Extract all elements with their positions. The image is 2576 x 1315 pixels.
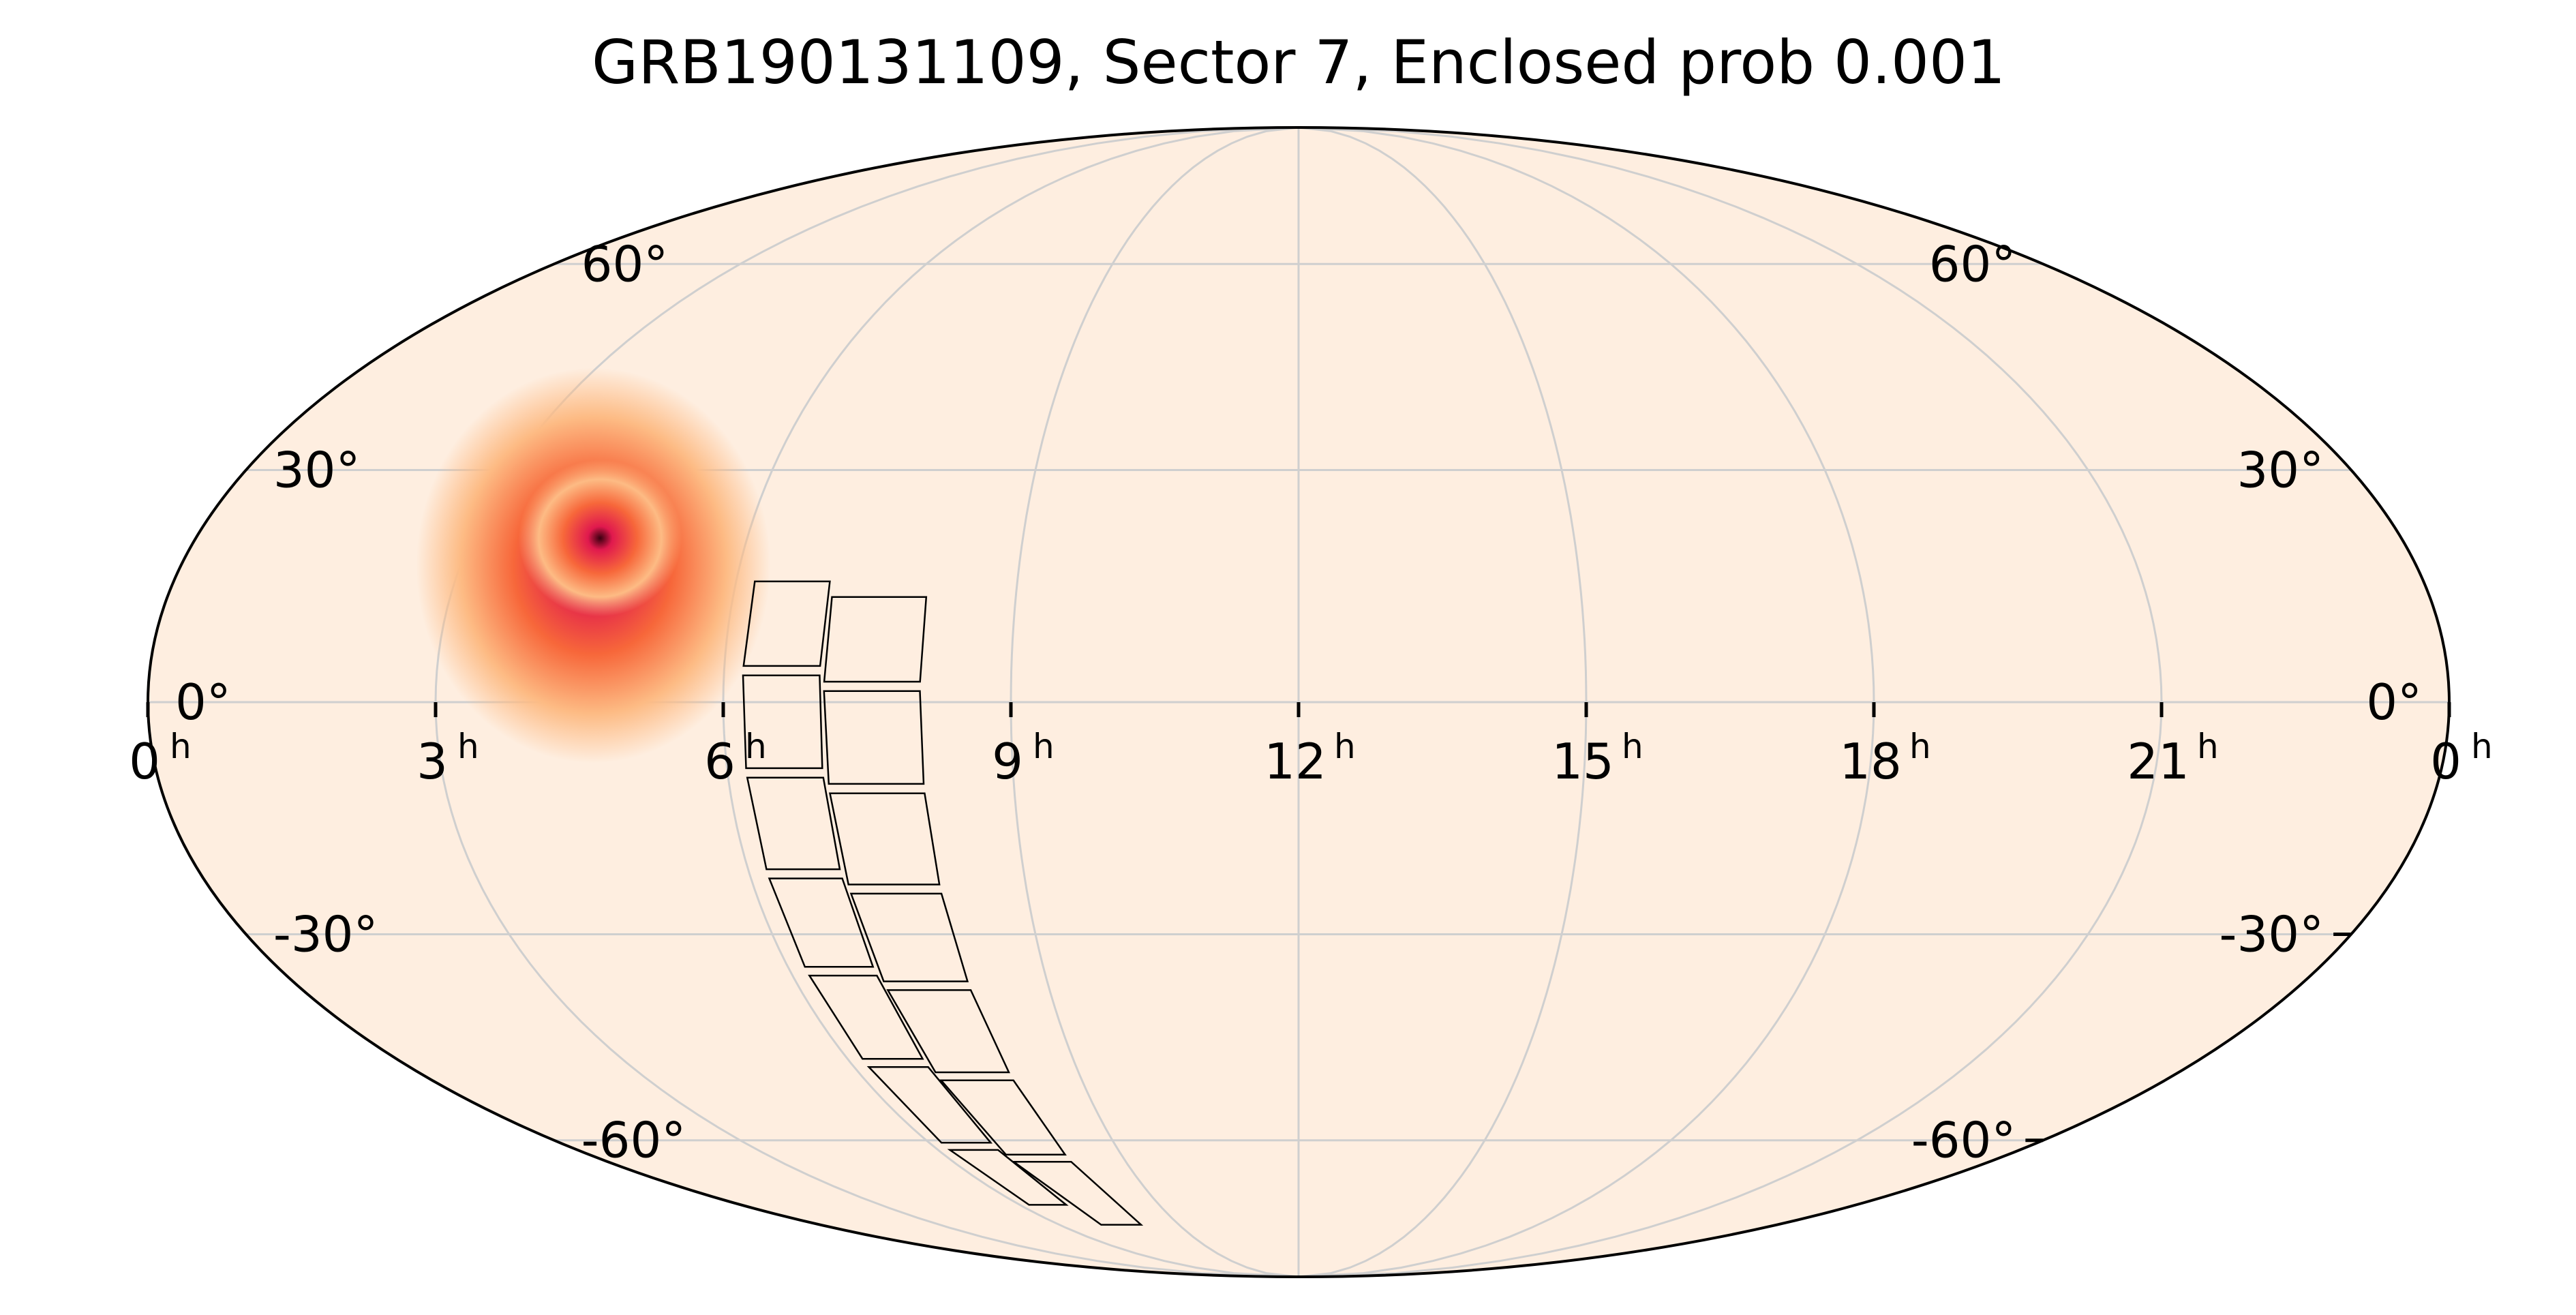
ra-hour-superscript: h	[1622, 727, 1643, 766]
dec-tick-label-left: 0°	[2366, 674, 2422, 731]
ccd-outline	[746, 776, 841, 871]
ra-hour-superscript: h	[170, 727, 192, 766]
dec-tick-label-left: -60°	[1911, 1112, 2016, 1169]
ccd-outline	[742, 674, 823, 770]
ra-hour-superscript: h	[1334, 727, 1356, 766]
ccd-outline	[808, 974, 924, 1060]
ra-tick-label: 12	[1264, 733, 1327, 790]
dec-tick-label-right: 30°	[273, 441, 361, 498]
ccd-outline	[947, 1149, 1069, 1206]
ccd-outline	[742, 580, 831, 667]
dec-tick-label-left: 60°	[1929, 235, 2016, 292]
map-title: GRB190131109, Sector 7, Enclosed prob 0.…	[592, 27, 2005, 97]
ccd-outline	[823, 690, 925, 785]
dec-tick-label-right: 60°	[581, 235, 669, 292]
ra-hour-superscript: h	[745, 727, 767, 766]
ra-hour-superscript: h	[1033, 727, 1055, 766]
sector-footprint	[742, 580, 1144, 1226]
ccd-outline	[866, 1065, 993, 1144]
ccd-outline	[849, 892, 969, 982]
ra-hour-superscript: h	[2471, 727, 2493, 766]
ra-hour-superscript: h	[2197, 727, 2219, 766]
ccd-outline	[768, 877, 875, 968]
ra-hour-superscript: h	[457, 727, 479, 766]
ra-tick-label: 18	[1839, 733, 1902, 790]
ra-tick-label: 6	[704, 733, 736, 790]
dec-tick-label-left: -30°	[2219, 906, 2324, 963]
dec-tick-label-right: -60°	[581, 1112, 686, 1169]
probability-peak	[518, 459, 682, 617]
ccd-outline	[1011, 1160, 1144, 1226]
ccd-outline	[823, 596, 928, 683]
ra-tick-label: 15	[1551, 733, 1614, 790]
ra-tick-label: 3	[416, 733, 448, 790]
ccd-outline	[828, 792, 941, 886]
dec-tick-label-left: 30°	[2237, 441, 2324, 498]
ra-hour-superscript: h	[1909, 727, 1931, 766]
dec-tick-label-right: 0°	[175, 674, 231, 731]
dec-tick-label-right: -30°	[273, 906, 378, 963]
probability-heatmap	[416, 367, 771, 764]
ra-tick-label: 0	[2430, 733, 2461, 790]
ra-tick-label: 0	[129, 733, 160, 790]
axis-ticks: 0 h21 h18 h15 h12 h9 h6 h3 h0 h60°30°0°-30°-60°60…	[129, 235, 2493, 1168]
ra-tick-label: 9	[992, 733, 1023, 790]
ra-tick-label: 21	[2127, 733, 2189, 790]
ccd-outline	[939, 1079, 1067, 1156]
ccd-outline	[886, 989, 1010, 1074]
